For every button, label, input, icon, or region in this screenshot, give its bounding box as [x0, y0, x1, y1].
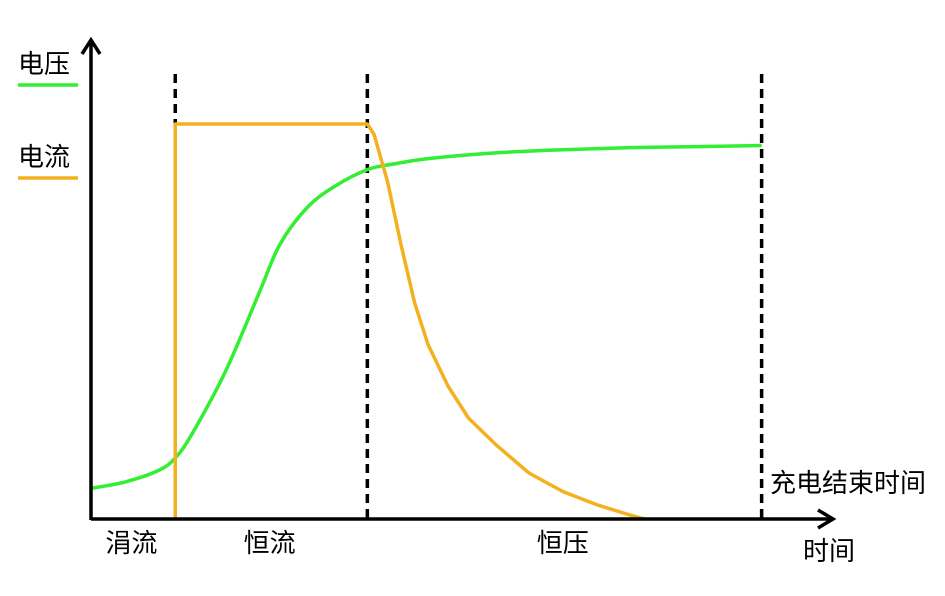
phase-label: 涓流 — [105, 529, 157, 559]
legend-current-label: 电流 — [18, 143, 70, 173]
current-series-line — [173, 122, 656, 520]
voltage-series-line — [91, 143, 762, 491]
phase-divider-group — [173, 74, 764, 519]
phase-label: 恒压 — [537, 529, 589, 559]
legend: 电压 电流 — [18, 50, 78, 180]
x-axis-label: 时间 — [803, 537, 855, 567]
axes — [80, 36, 837, 530]
y-axis-arrow-icon — [80, 36, 102, 55]
phase-label-group: 涓流 恒流 恒压 — [105, 529, 588, 559]
series-group — [91, 122, 762, 520]
legend-voltage-label: 电压 — [18, 50, 70, 80]
phase-label: 恒流 — [244, 529, 296, 559]
end-of-charge-label: 充电结束时间 — [770, 469, 926, 499]
x-axis-arrow-icon — [817, 508, 837, 530]
